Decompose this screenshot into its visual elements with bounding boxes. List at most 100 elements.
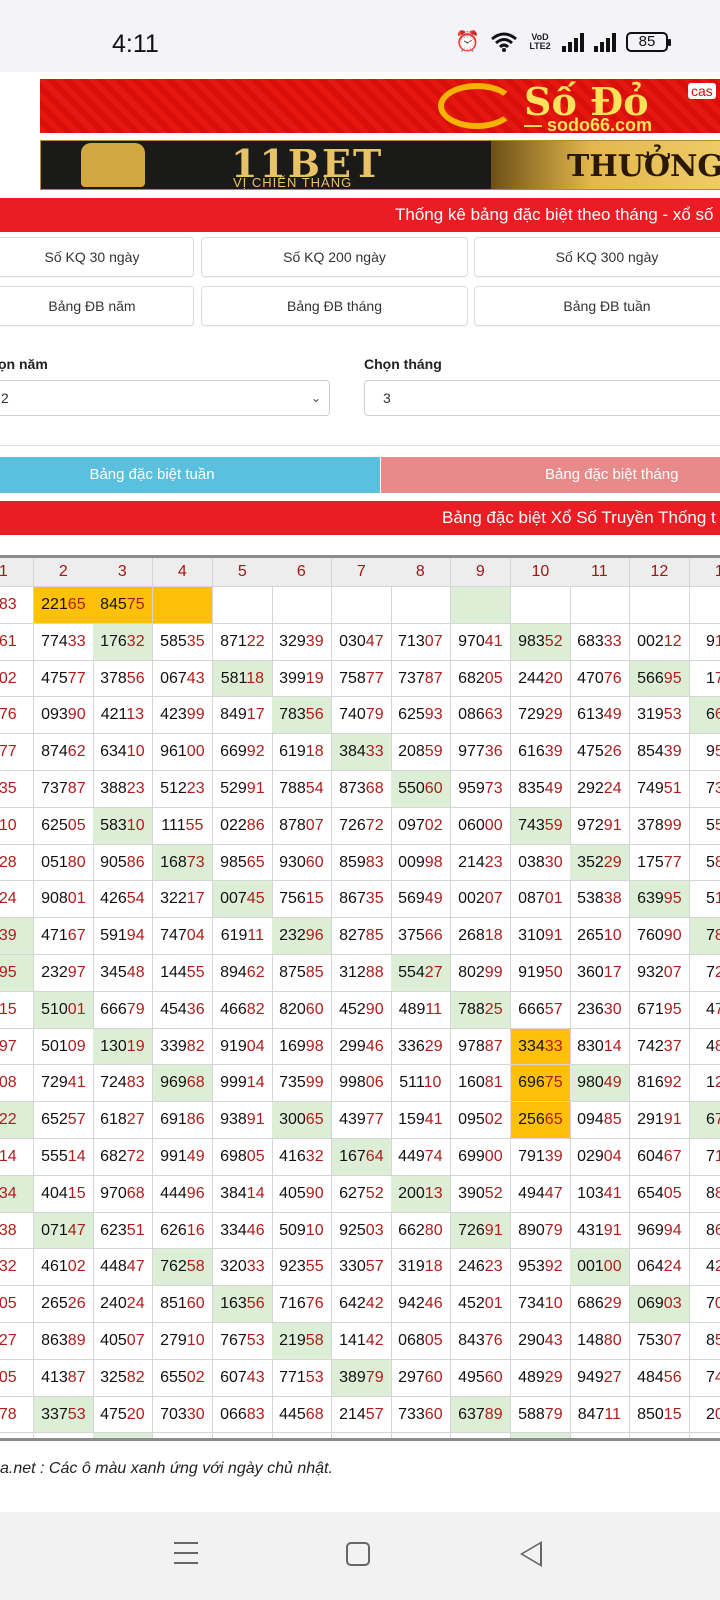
number-head: 219 (279, 1332, 306, 1349)
number-head: 698 (220, 1148, 247, 1165)
number-head: 873 (339, 780, 366, 797)
number-tail: 91 (246, 1111, 265, 1129)
table-cell: 74951 (630, 771, 690, 808)
number-tail: 16 (715, 890, 720, 907)
number-tail: 57 (67, 1111, 86, 1129)
table-cell: 75615 (272, 881, 332, 919)
special-results-table[interactable]: 1234567891011121683221658457596177433176… (0, 555, 720, 1441)
number-tail: 81 (484, 1074, 503, 1092)
number-head: 495 (458, 1368, 485, 1386)
number-head: 737 (398, 669, 425, 687)
table-cell: 81692 (630, 1065, 690, 1103)
table-cell: 428 (690, 1249, 720, 1287)
tab-month[interactable]: Bảng đặc biệt tháng (381, 457, 720, 493)
web-content[interactable]: Số Đỏ cas — sodo66.com 11BET VỊ CHIẾN TH… (0, 72, 720, 1512)
table-cell: 63410 (93, 734, 153, 771)
number-head: 002 (458, 890, 485, 908)
number-head: 002 (637, 632, 664, 650)
year-select[interactable]: 2 ⌄ (0, 380, 330, 416)
table-cell: 58310 (93, 807, 153, 845)
back-icon[interactable] (520, 1541, 542, 1567)
number-tail: 46 (424, 1295, 443, 1313)
table-cell: 84575 (93, 587, 153, 624)
table-cell: 29191 (630, 1102, 690, 1139)
table-cell: 47520 (93, 1396, 153, 1434)
sodo-ad-banner[interactable]: Số Đỏ cas — sodo66.com (40, 79, 720, 133)
number-tail: 32 (126, 632, 145, 650)
number-head: 345 (100, 964, 127, 981)
table-cell: 37856 (93, 660, 153, 698)
table-cell: 26818 (451, 918, 511, 955)
table-cell: 68205 (451, 660, 511, 698)
btn-db-week[interactable]: Bảng ĐB tuần (474, 286, 720, 326)
number-tail: 32 (305, 1148, 324, 1165)
table-cell: 83014 (570, 1028, 630, 1066)
11bet-ad-banner[interactable]: 11BET VỊ CHIẾN THẮNG THƯỞNG (40, 140, 720, 190)
number-tail: 53 (663, 706, 682, 724)
number-tail: 83 (126, 1074, 145, 1092)
number-head: 894 (220, 964, 247, 981)
table-cell: 06805 (391, 1323, 451, 1360)
number-tail: 65 (544, 1111, 563, 1129)
number-head: 148 (577, 1332, 604, 1349)
number-tail: 53 (305, 1368, 324, 1386)
number-tail: 79 (365, 1368, 384, 1386)
number-tail: 17 (715, 633, 720, 650)
number-head: 682 (458, 669, 485, 687)
footnote: a.net : Các ô màu xanh ứng với ngày chủ … (0, 1460, 333, 1477)
number-tail: 49 (544, 780, 563, 797)
number-head: 4 (705, 1037, 715, 1055)
table-cell: 16081 (451, 1065, 511, 1103)
number-head: 337 (41, 1405, 68, 1423)
fist-logo-icon (81, 143, 145, 187)
number-tail: 39 (0, 927, 17, 945)
number-tail: 15 (663, 1405, 682, 1423)
btn-kq-300-days[interactable]: Số KQ 300 ngày (474, 237, 720, 277)
number-tail: 86 (715, 1185, 720, 1202)
number-head: 662 (398, 1221, 425, 1239)
btn-db-month[interactable]: Bảng ĐB tháng (201, 286, 468, 326)
menu-icon[interactable] (174, 1542, 198, 1572)
number-tail: 07 (663, 1332, 682, 1349)
number-tail: 57 (544, 1000, 563, 1018)
month-select[interactable]: 3 (364, 380, 720, 416)
number-tail: 07 (663, 964, 682, 981)
table-cell: 91950 (511, 955, 571, 992)
table-cell: 14880 (570, 1323, 630, 1360)
number-head: 030 (339, 632, 366, 650)
number-tail: 87 (67, 780, 86, 797)
number-tail: 52 (365, 1184, 384, 1202)
number-tail: 56 (305, 706, 324, 724)
table-cell: 86389 (34, 1323, 94, 1360)
number-head: 144 (160, 964, 187, 981)
btn-db-year[interactable]: Bảng ĐB năm (0, 286, 194, 326)
number-head: 566 (637, 669, 664, 687)
number-tail: 60 (424, 1405, 443, 1423)
number-tail: 13 (424, 1184, 443, 1202)
table-cell: 63789 (451, 1396, 511, 1434)
table-cell: 45201 (451, 1286, 511, 1323)
number-head: 970 (458, 632, 485, 650)
table-cell: 23296 (272, 918, 332, 955)
btn-kq-30-days[interactable]: Số KQ 30 ngày (0, 237, 194, 277)
table-cell: 36017 (570, 955, 630, 992)
number-head: 329 (279, 632, 306, 650)
number-head: 616 (518, 743, 545, 761)
table-cell: 21958 (272, 1323, 332, 1360)
number-tail: 68 (126, 1184, 145, 1202)
number-head: 221 (41, 596, 68, 613)
number-head: 176 (100, 632, 127, 650)
table-cell: 55514 (34, 1139, 94, 1176)
tab-week[interactable]: Bảng đặc biệt tuần (0, 457, 380, 493)
table-cell: 06683 (213, 1396, 273, 1434)
btn-kq-200-days[interactable]: Số KQ 200 ngày (201, 237, 468, 277)
table-cell: 09485 (570, 1102, 630, 1139)
number-tail: 42 (365, 1295, 384, 1313)
number-head: 849 (220, 706, 247, 724)
table-cell: 62351 (93, 1212, 153, 1250)
number-head: 919 (518, 964, 545, 981)
home-icon[interactable] (346, 1542, 370, 1566)
number-head: 489 (518, 1368, 545, 1386)
table-cell: 62616 (153, 1212, 213, 1250)
number-tail: 63 (484, 706, 503, 724)
